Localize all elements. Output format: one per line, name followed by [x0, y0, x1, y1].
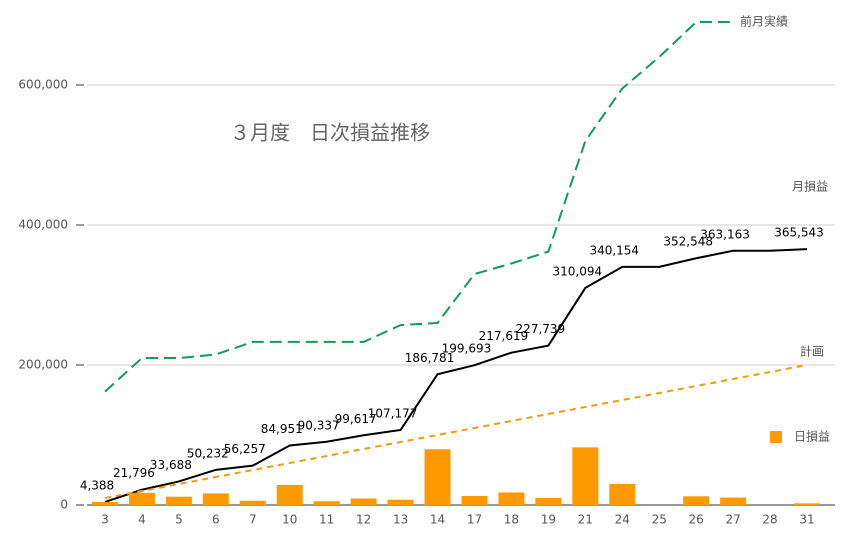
data-label: 4,388: [80, 478, 114, 492]
y-tick-label: 200,000: [18, 358, 68, 372]
bar: [572, 447, 599, 505]
bar: [313, 501, 340, 505]
legend-label: 日損益: [794, 429, 830, 444]
data-label: 227,739: [516, 322, 566, 336]
x-tick-label: 14: [430, 513, 445, 527]
bar: [350, 498, 377, 505]
line-series: [104, 364, 808, 499]
bar: [720, 497, 747, 505]
x-tick-label: 19: [541, 513, 556, 527]
data-label: 107,177: [368, 406, 418, 420]
x-tick-label: 25: [652, 513, 667, 527]
line-series: [104, 21, 734, 393]
legend-label: 月損益: [792, 179, 828, 194]
data-label: 363,163: [700, 227, 750, 241]
data-label: 90,337: [298, 418, 340, 432]
bar: [128, 492, 155, 505]
data-label: 310,094: [553, 264, 603, 278]
x-tick-label: 24: [615, 513, 630, 527]
bar: [92, 501, 118, 505]
bar: [239, 500, 266, 505]
x-tick-label: 31: [799, 513, 814, 527]
data-label: 99,617: [335, 412, 377, 426]
line-series: [104, 248, 808, 503]
x-tick-label: 27: [725, 513, 740, 527]
bar: [609, 483, 636, 505]
legend-swatch: [770, 431, 782, 443]
bar: [165, 496, 192, 505]
y-tick-label: 400,000: [18, 218, 68, 232]
bar: [276, 484, 303, 505]
data-label: 50,232: [187, 446, 229, 460]
bar: [461, 495, 488, 505]
x-tick-label: 17: [467, 513, 482, 527]
x-tick-label: 6: [212, 513, 220, 527]
x-tick-label: 3: [101, 513, 109, 527]
data-label: 340,154: [589, 243, 639, 257]
data-label: 56,257: [224, 442, 266, 456]
bar: [794, 503, 820, 505]
x-tick-label: 5: [175, 513, 183, 527]
bar: [498, 492, 525, 505]
x-tick-label: 28: [762, 513, 777, 527]
x-tick-label: 4: [138, 513, 146, 527]
data-label: 186,781: [405, 351, 455, 365]
x-tick-label: 21: [578, 513, 593, 527]
x-tick-label: 13: [393, 513, 408, 527]
x-tick-label: 26: [689, 513, 704, 527]
legend-label: 計画: [800, 344, 824, 359]
bar: [202, 493, 229, 505]
data-label: 365,543: [774, 226, 824, 240]
x-tick-label: 11: [319, 513, 334, 527]
x-tick-label: 18: [504, 513, 519, 527]
chart-title: ３月度 日次損益推移: [230, 121, 430, 145]
bar: [424, 449, 451, 505]
x-tick-label: 10: [282, 513, 297, 527]
x-tick-label: 7: [249, 513, 257, 527]
y-tick-label: 600,000: [18, 78, 68, 92]
bar: [387, 499, 414, 505]
data-label: 199,693: [442, 342, 492, 356]
y-tick-label: 0: [60, 498, 68, 512]
data-label: 33,688: [150, 458, 192, 472]
data-label: 21,796: [113, 466, 155, 480]
bar: [683, 496, 710, 505]
data-label: 217,619: [479, 329, 529, 343]
legend-label: 前月実績: [740, 14, 788, 29]
data-label: 84,951: [261, 422, 303, 436]
bar: [535, 497, 562, 505]
x-tick-label: 12: [356, 513, 371, 527]
data-label: 352,548: [663, 235, 713, 249]
